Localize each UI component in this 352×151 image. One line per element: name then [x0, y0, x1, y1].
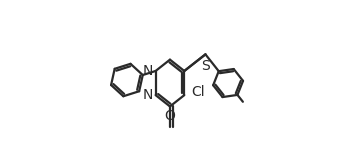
Text: S: S — [201, 59, 210, 73]
Text: O: O — [164, 109, 175, 123]
Text: N: N — [143, 64, 153, 78]
Text: Cl: Cl — [191, 85, 205, 99]
Text: N: N — [143, 88, 153, 102]
